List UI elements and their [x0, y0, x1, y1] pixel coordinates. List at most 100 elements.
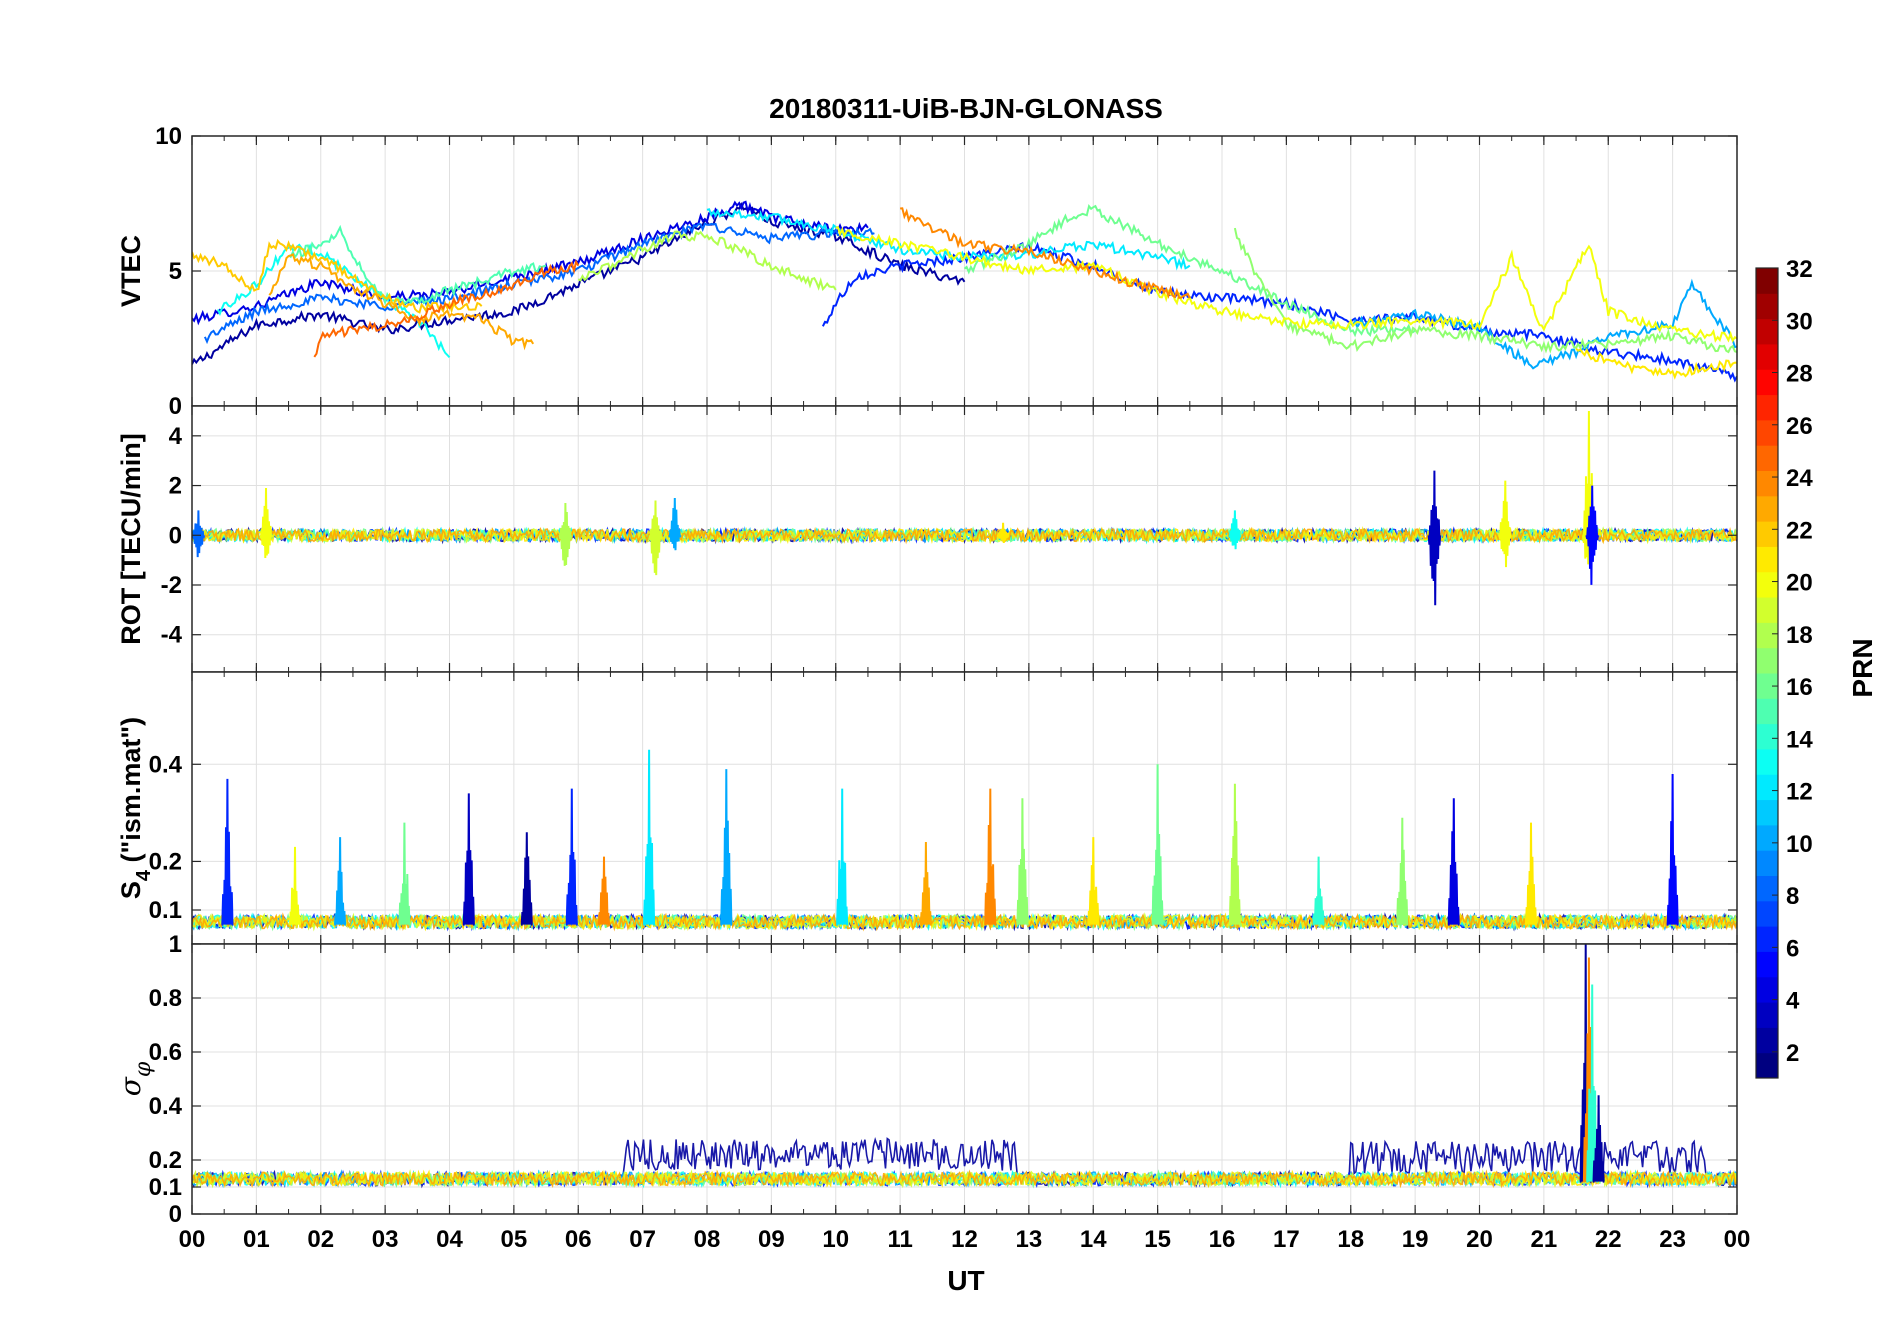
- y-tick-label: 1: [169, 931, 182, 958]
- spike-prn-10: [720, 769, 733, 926]
- y-tick-label: 0.2: [149, 848, 182, 875]
- spike-prn-10: [334, 837, 347, 926]
- y-axis-label-sub: 4: [133, 869, 155, 881]
- colorbar-tick-label: 32: [1786, 256, 1813, 283]
- x-tick-label: 23: [1659, 1226, 1686, 1253]
- spike-prn-20: [259, 487, 273, 559]
- panel-1: 0 5 10 VTEC: [116, 123, 1738, 420]
- x-tick-label: 15: [1144, 1226, 1171, 1253]
- y-tick-label: 0: [169, 393, 182, 420]
- colorbar-tick-label: 18: [1786, 622, 1813, 649]
- colorbar-tick-label: 24: [1786, 465, 1813, 492]
- colorbar-tick-label: 26: [1786, 413, 1813, 440]
- spike-prn-21: [996, 522, 1010, 544]
- colorbar-segment: [1756, 698, 1778, 725]
- x-tick-label: 21: [1531, 1226, 1558, 1253]
- colorbar-segment: [1756, 343, 1778, 370]
- spike-prn-4: [1447, 798, 1460, 926]
- colorbar-tick-label: 30: [1786, 308, 1813, 335]
- colorbar-segment: [1756, 673, 1778, 699]
- colorbar-tick-label: 6: [1786, 935, 1799, 962]
- colorbar-segment: [1756, 495, 1778, 522]
- trace-prn-21: [192, 1169, 1737, 1189]
- x-tick-label: 22: [1595, 1226, 1622, 1253]
- series-prn-4: [192, 200, 869, 326]
- spike-prn-24: [597, 856, 611, 926]
- colorbar-segment: [1756, 419, 1778, 446]
- y-tick-label: 4: [169, 423, 183, 450]
- x-tick-label: 16: [1209, 1226, 1236, 1253]
- colorbar-tick-label: 28: [1786, 361, 1813, 388]
- y-axis-label-main: S: [116, 881, 146, 899]
- colorbar-segment: [1756, 799, 1778, 826]
- spike-prn-3: [462, 793, 475, 926]
- series-prn-8: [203, 222, 875, 345]
- spike-prn-19: [648, 500, 663, 576]
- trace-prn-23: [192, 526, 1737, 545]
- y-tick-label: 0.4: [149, 1093, 183, 1120]
- y-tick-label: -2: [161, 572, 182, 599]
- y-axis-label: ROT [TECU/min]: [116, 433, 146, 644]
- spike-prn-18: [1228, 783, 1241, 926]
- spike-prn-14: [1312, 856, 1325, 926]
- colorbar-segment: [1756, 1002, 1778, 1028]
- trace-prn-23: [192, 912, 1737, 932]
- y-tick-label: 5: [169, 258, 182, 285]
- colorbar-segment: [1756, 951, 1778, 978]
- spike-prn-5: [1585, 485, 1599, 585]
- colorbar-segment: [1756, 521, 1778, 547]
- y-tick-label: 10: [155, 123, 182, 150]
- spike-prn-17: [1016, 798, 1029, 926]
- spike-prn-12: [643, 749, 656, 926]
- series-prn-23: [268, 252, 535, 351]
- colorbar-label: PRN: [1847, 638, 1878, 697]
- colorbar-segment: [1756, 723, 1778, 750]
- x-tick-label: 14: [1080, 1226, 1107, 1253]
- panel-2: -4 -2 0 2 4 ROT [TECU/min]: [116, 405, 1738, 673]
- colorbar-segment: [1756, 293, 1778, 320]
- series-prn-2: [192, 202, 966, 365]
- series-prn-25: [313, 259, 580, 358]
- series-prn-10: [1350, 278, 1737, 370]
- x-tick-label: 20: [1466, 1226, 1493, 1253]
- y-axis-label: VTEC: [116, 235, 146, 307]
- y-axis-label-main: σ: [114, 1076, 147, 1096]
- series-prn-24: [900, 207, 1191, 300]
- colorbar-segment: [1756, 850, 1778, 876]
- spike-prn-8: [192, 510, 206, 558]
- x-tick-label: 09: [758, 1226, 785, 1253]
- x-tick-label: 00: [179, 1226, 206, 1253]
- colorbar-segment: [1756, 546, 1778, 573]
- spike-prn-20: [288, 846, 302, 926]
- plot-data: [192, 944, 1737, 1214]
- chart-title: 20180311-UiB-BJN-GLONASS: [769, 93, 1163, 124]
- colorbar-segment: [1756, 445, 1778, 471]
- colorbar-segment: [1756, 926, 1778, 952]
- colorbar-segment: [1756, 647, 1778, 674]
- x-tick-label: 03: [372, 1226, 399, 1253]
- colorbar-segment: [1756, 900, 1778, 927]
- colorbar-tick-label: 22: [1786, 517, 1813, 544]
- colorbar-segment: [1756, 369, 1778, 396]
- spike-prn-3: [1427, 470, 1442, 606]
- y-tick-label: 0: [169, 1201, 182, 1228]
- x-tick-label: 18: [1337, 1226, 1364, 1253]
- y-tick-label: 0.1: [149, 897, 182, 924]
- colorbar-segment: [1756, 394, 1778, 421]
- colorbar-segment: [1756, 774, 1778, 801]
- series-prn-21: [1575, 347, 1737, 380]
- plot-data: [192, 672, 1737, 944]
- spike-prn-2: [520, 832, 533, 926]
- colorbar-tick-label: 14: [1786, 726, 1813, 753]
- plot-data: [192, 136, 1737, 406]
- x-tick-label: 10: [822, 1226, 849, 1253]
- x-tick-label: 13: [1016, 1226, 1043, 1253]
- x-tick-label: 04: [436, 1226, 463, 1253]
- x-tick-label: 05: [501, 1226, 528, 1253]
- series-prn-18: [577, 230, 837, 292]
- y-axis-label-rest: ("ism.mat"): [116, 717, 146, 870]
- spike-prn-24: [984, 788, 997, 926]
- colorbar-segment: [1756, 597, 1778, 623]
